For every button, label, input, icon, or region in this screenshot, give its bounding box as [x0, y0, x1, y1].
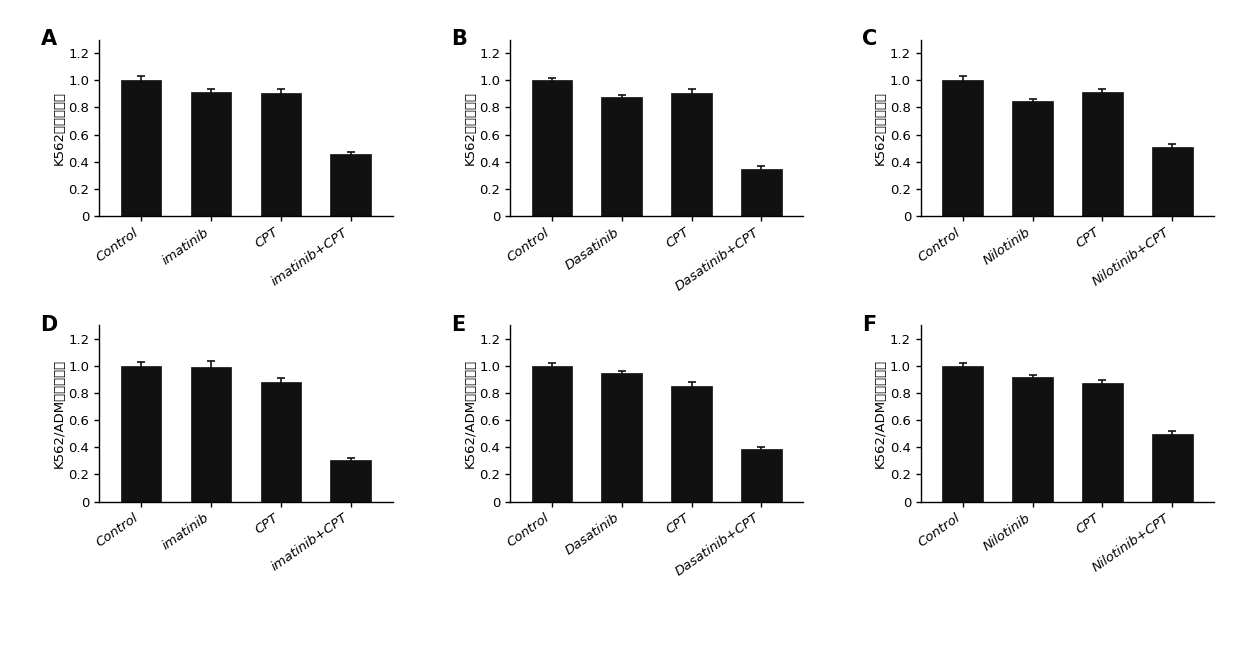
Bar [741, 169, 782, 216]
Bar [331, 154, 370, 216]
Text: B: B [451, 29, 467, 49]
Bar [672, 93, 712, 216]
Bar [1152, 147, 1193, 216]
Text: D: D [41, 315, 58, 335]
Y-axis label: K562/ADM细胞存活率: K562/ADM细胞存活率 [875, 359, 887, 468]
Bar [1012, 378, 1053, 502]
Bar [260, 92, 301, 216]
Bar [120, 366, 161, 502]
Text: F: F [862, 315, 876, 335]
Bar [1012, 102, 1053, 216]
Bar [601, 374, 642, 502]
Bar [943, 366, 983, 502]
Bar [943, 81, 983, 216]
Text: C: C [862, 29, 877, 49]
Bar [1082, 383, 1123, 502]
Y-axis label: K562/ADM细胞存活率: K562/ADM细胞存活率 [52, 359, 66, 468]
Bar [601, 97, 642, 216]
Bar [532, 81, 572, 216]
Bar [191, 92, 232, 216]
Y-axis label: K562细胞存活率: K562细胞存活率 [52, 91, 66, 165]
Bar [331, 460, 370, 502]
Y-axis label: K562/ADM细胞存活率: K562/ADM细胞存活率 [463, 359, 476, 468]
Bar [260, 382, 301, 502]
Bar [120, 81, 161, 216]
Bar [741, 449, 782, 502]
Bar [1152, 434, 1193, 502]
Y-axis label: K562细胞存活率: K562细胞存活率 [875, 91, 887, 165]
Y-axis label: K562细胞存活率: K562细胞存活率 [463, 91, 476, 165]
Text: E: E [451, 315, 466, 335]
Bar [672, 385, 712, 502]
Bar [191, 367, 232, 502]
Bar [1082, 92, 1123, 216]
Bar [532, 366, 572, 502]
Text: A: A [41, 29, 57, 49]
